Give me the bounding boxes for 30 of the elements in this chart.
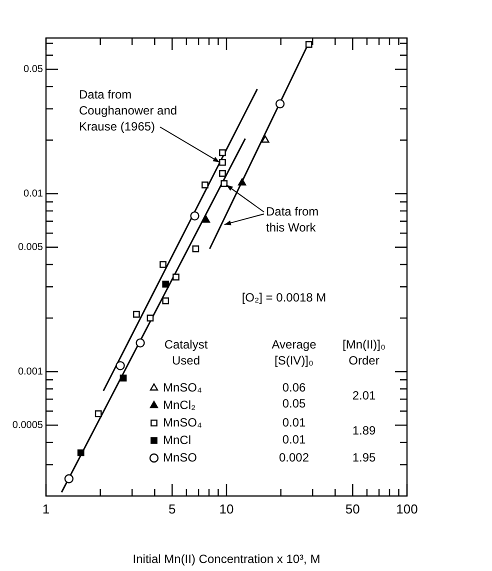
y-tick-label: 0.05 bbox=[24, 64, 44, 76]
annotation: 0.01 bbox=[282, 415, 306, 430]
annotation: Data from Coughanower and Krause (1965) bbox=[79, 87, 178, 134]
annotation: [O₂] = 0.0018 M bbox=[242, 290, 326, 304]
annotation: 1.95 bbox=[352, 450, 376, 464]
legend-label: MnSO₄ bbox=[163, 415, 202, 430]
x-axis-title: Initial Mn(II) Concentration x 10³, M bbox=[132, 552, 320, 566]
x-tick-label: 1 bbox=[42, 501, 50, 516]
legend-label: MnCl₂ bbox=[163, 398, 196, 412]
annotation: Average [S(IV)]₀ bbox=[272, 337, 317, 368]
legend-label: MnCl bbox=[163, 432, 192, 447]
x-tick-label: 50 bbox=[345, 501, 360, 516]
y-tick-label: 0.001 bbox=[18, 366, 44, 378]
x-tick-label: 5 bbox=[168, 501, 176, 516]
y-tick-label: 0.01 bbox=[24, 188, 44, 200]
annotation: 0.05 bbox=[282, 396, 306, 410]
legend-label: MnSO bbox=[163, 450, 198, 464]
annotation: 0.06 bbox=[282, 380, 306, 394]
legend-label: MnSO₄ bbox=[163, 380, 202, 394]
x-tick-label: 100 bbox=[396, 501, 418, 516]
annotation: [Mn(II)]₀ Order bbox=[342, 337, 386, 368]
annotation: 1.89 bbox=[352, 423, 376, 438]
x-tick-label: 10 bbox=[219, 501, 234, 516]
annotation: Catalyst Used bbox=[164, 337, 208, 368]
annotation: Data from this Work bbox=[266, 204, 319, 234]
y-tick-label: 0.005 bbox=[18, 242, 44, 254]
annotation: 2.01 bbox=[352, 388, 376, 402]
annotation: 0.002 bbox=[278, 450, 310, 464]
annotation: 0.01 bbox=[282, 432, 306, 446]
y-tick-label: 0.0005 bbox=[12, 420, 44, 431]
